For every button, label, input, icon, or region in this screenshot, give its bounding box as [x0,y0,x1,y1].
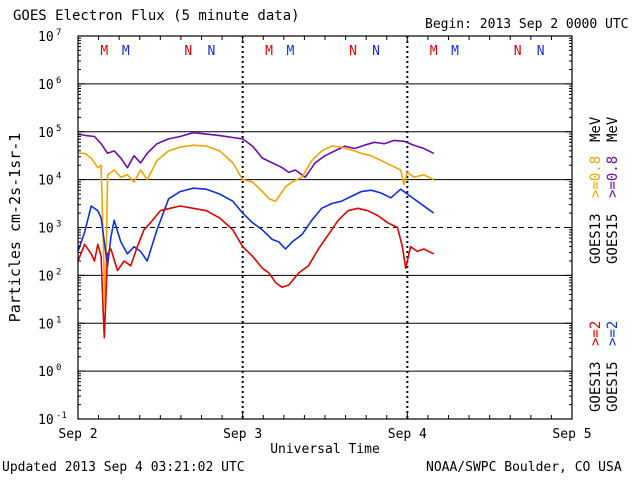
legend-entry-1: GOES15 >=0.8 MeV [605,116,621,264]
legend-energy: >=0.8 [588,156,604,198]
y-tick-label-2: 10 [38,269,54,284]
marker-N-2: N [184,44,192,59]
marker-M-5: M [287,44,295,59]
y-tick-exponent--1: -1 [56,411,67,421]
x-tick-label-1: Sep 3 [223,427,262,442]
y-tick-exponent-6: 6 [56,76,61,86]
legend-sat: GOES13 [588,213,604,264]
y-tick-exponent-2: 2 [56,267,61,277]
y-tick-exponent-5: 5 [56,124,61,134]
series-line-2 [77,187,435,267]
y-tick-exponent-0: 0 [56,363,61,373]
marker-M-0: M [100,44,108,59]
y-tick-exponent-7: 7 [56,28,61,38]
begin-time: Begin: 2013 Sep 2 0000 UTC [425,17,629,32]
series-line-1 [78,144,435,310]
y-tick-label-1: 10 [38,317,54,332]
updated-timestamp: Updated 2013 Sep 4 03:21:02 UTC [2,460,245,475]
marker-M-9: M [451,44,459,59]
legend-energy: >=2 [605,321,621,346]
y-axis-label: Particles cm-2s-1sr-1 [6,133,24,323]
y-tick-label-0: 10 [38,365,54,380]
legend-entry-0: GOES13 >=0.8 MeV [588,116,604,264]
marker-N-3: N [207,44,215,59]
marker-N-7: N [372,44,380,59]
y-tick-label-6: 10 [38,78,54,93]
x-axis-label: Universal Time [270,442,380,457]
x-tick-label-0: Sep 2 [58,427,97,442]
series-line-0 [77,131,435,178]
legend-sat: GOES15 [605,213,621,264]
marker-N-6: N [349,44,357,59]
marker-M-1: M [122,44,130,59]
legend-sat: GOES15 [605,361,621,412]
marker-M-4: M [265,44,273,59]
legend-sat: GOES13 [588,361,604,412]
legend-entry-3: GOES15 >=2 [605,321,621,412]
x-tick-label-3: Sep 5 [552,427,591,442]
y-tick-label--1: 10 [38,413,54,428]
marker-M-8: M [430,44,438,59]
y-tick-label-3: 10 [38,222,54,237]
legend-energy: >=2 [588,321,604,346]
y-tick-exponent-4: 4 [56,172,61,182]
y-tick-exponent-1: 1 [56,315,61,325]
chart-title: GOES Electron Flux (5 minute data) [13,8,300,24]
legend-entry-2: GOES13 >=2 [588,321,604,412]
x-tick-label-2: Sep 4 [388,427,427,442]
marker-N-11: N [537,44,545,59]
marker-N-10: N [514,44,522,59]
y-tick-exponent-3: 3 [56,220,61,230]
y-tick-label-7: 10 [38,30,54,45]
legend-unit: MeV [605,116,621,142]
credit-text: NOAA/SWPC Boulder, CO USA [426,460,622,475]
legend-energy: >=0.8 [605,156,621,198]
legend-unit: MeV [588,116,604,142]
y-tick-label-4: 10 [38,174,54,189]
series-line-3 [77,205,435,339]
y-tick-label-5: 10 [38,126,54,141]
